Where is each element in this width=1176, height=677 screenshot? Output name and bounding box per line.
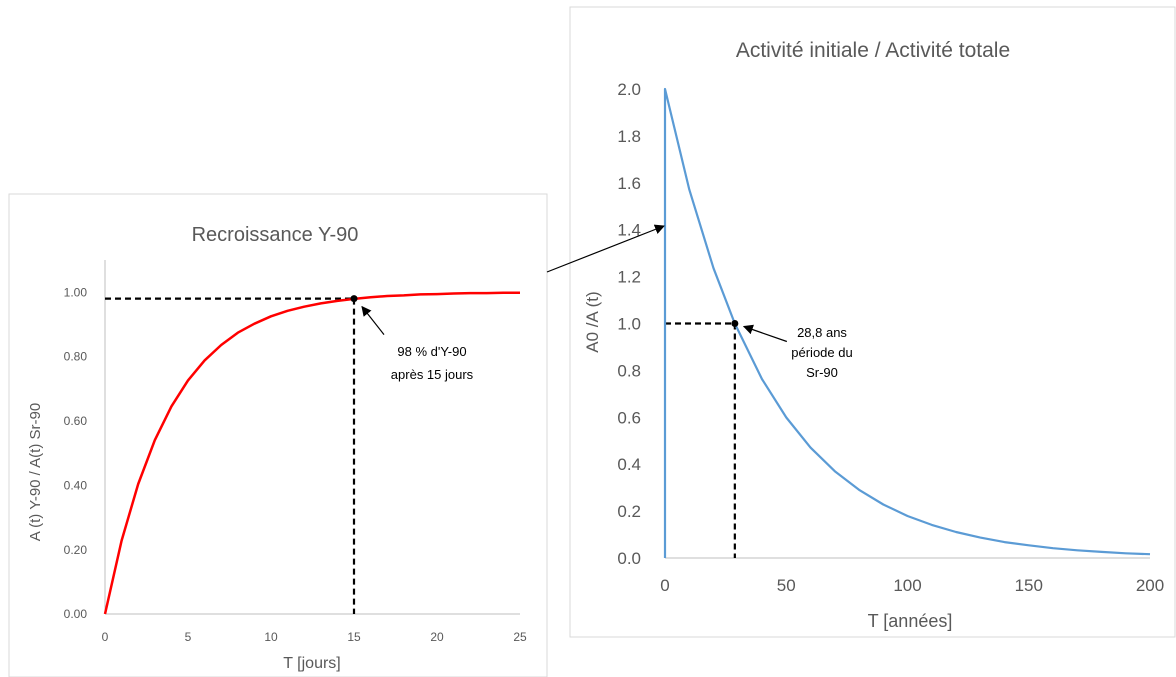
- chart-activite: Activité initiale / Activité totale 0.0 0…: [569, 6, 1176, 638]
- y-tick-label: 1.0: [617, 314, 641, 333]
- y-axis-label: A0 /A (t): [583, 291, 602, 352]
- annotation-arrow: [361, 305, 385, 335]
- data-point-marker: [350, 295, 358, 303]
- annotation-line-3: Sr-90: [806, 365, 838, 380]
- y-tick-label: 0.80: [64, 350, 88, 364]
- y-tick-label: 0.2: [617, 502, 641, 521]
- x-axis-label: T [jours]: [283, 655, 341, 672]
- annotation-line-2: période du: [791, 345, 852, 360]
- annotation-line-2: après 15 jours: [391, 367, 474, 382]
- series-line: [663, 87, 1151, 558]
- x-tick-label: 200: [1136, 576, 1164, 595]
- x-tick-label: 0: [660, 576, 669, 595]
- chart-frame: [569, 6, 1176, 638]
- y-tick-label: 0.40: [64, 478, 88, 492]
- y-tick-label: 0.0: [617, 549, 641, 568]
- y-tick-label: 1.4: [617, 221, 641, 240]
- x-tick-label: 0: [102, 630, 109, 644]
- y-tick-label: 0.6: [617, 408, 641, 427]
- data-point-marker: [731, 320, 739, 327]
- y-tick-label: 1.00: [64, 285, 88, 299]
- chart-frame: [8, 193, 548, 677]
- annotation-line-1: 28,8 ans: [797, 325, 847, 340]
- connector-arrow: [546, 224, 665, 273]
- x-tick-label: 15: [347, 630, 361, 644]
- y-axis-label: A (t) Y-90 / A(t) Sr-90: [27, 403, 44, 541]
- y-tick-label: 1.6: [617, 174, 641, 193]
- x-tick-label: 5: [185, 630, 192, 644]
- x-tick-label: 10: [264, 630, 278, 644]
- annotation-line-1: 98 % d'Y-90: [397, 344, 466, 359]
- y-tick-label: 0.4: [617, 455, 641, 474]
- y-tick-label: 1.8: [617, 127, 641, 146]
- x-tick-label: 150: [1015, 576, 1043, 595]
- series-line: [103, 291, 520, 615]
- x-axis-label: T [années]: [868, 611, 953, 631]
- x-tick-label: 50: [777, 576, 796, 595]
- y-tick-label: 2.0: [617, 80, 641, 99]
- x-tick-label: 20: [430, 630, 444, 644]
- y-tick-label: 0.00: [64, 607, 88, 621]
- chart-title: Activité initiale / Activité totale: [736, 39, 1010, 62]
- y-tick-label: 0.8: [617, 361, 641, 380]
- y-tick-label: 0.60: [64, 414, 88, 428]
- y-tick-label: 1.2: [617, 268, 641, 287]
- x-tick-label: 25: [513, 630, 527, 644]
- annotation-arrow: [742, 324, 788, 343]
- y-tick-label: 0.20: [64, 543, 88, 557]
- chart-title: Recroissance Y-90: [192, 224, 359, 246]
- chart-recroissance: Recroissance Y-90 0.00 0.20 0.40 0.60 0.80 1.…: [8, 193, 548, 677]
- x-tick-label: 100: [893, 576, 921, 595]
